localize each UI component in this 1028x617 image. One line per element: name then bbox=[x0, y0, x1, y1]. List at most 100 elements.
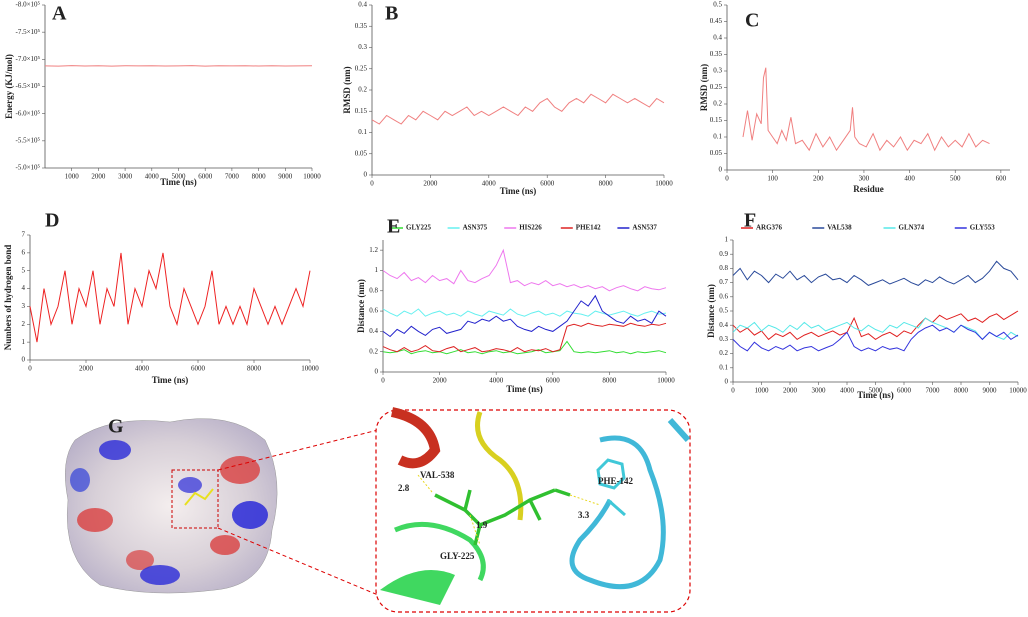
x-tick-label: 8000 bbox=[954, 387, 969, 395]
y-tick-label: 0.45 bbox=[710, 17, 723, 25]
y-tick-label: 0.1 bbox=[713, 133, 722, 141]
x-tick-label: 2000 bbox=[423, 180, 438, 188]
distance-label: 3.3 bbox=[578, 510, 590, 520]
y-tick-label: 0.4 bbox=[358, 1, 367, 9]
x-tick-label: 8000 bbox=[252, 173, 267, 181]
y-tick-label: 0.15 bbox=[355, 107, 368, 115]
x-tick-label: 0 bbox=[725, 175, 729, 183]
x-tick-label: 4000 bbox=[840, 387, 855, 395]
x-tick-label: 7000 bbox=[926, 387, 941, 395]
x-axis-label: Time (ns) bbox=[857, 390, 894, 400]
x-tick-label: 8000 bbox=[247, 365, 262, 373]
x-tick-label: 4000 bbox=[145, 173, 160, 181]
y-tick-label: 0 bbox=[725, 378, 729, 386]
y-tick-label: 2 bbox=[22, 320, 26, 328]
data-line bbox=[382, 340, 667, 355]
x-tick-label: 6000 bbox=[540, 180, 555, 188]
y-tick-label: 3 bbox=[22, 302, 26, 310]
x-tick-label: 6000 bbox=[897, 387, 912, 395]
y-tick-label: 0.35 bbox=[710, 50, 723, 58]
y-tick-label: 0.5 bbox=[719, 307, 728, 315]
x-tick-label: 0 bbox=[28, 365, 32, 373]
data-line bbox=[371, 93, 665, 125]
legend-label: VAL538 bbox=[827, 224, 852, 232]
y-axis-label: Distance (nm) bbox=[356, 279, 366, 333]
y-tick-label: 1 bbox=[725, 236, 729, 244]
y-tick-label: 0.2 bbox=[369, 347, 378, 355]
x-tick-label: 500 bbox=[950, 175, 961, 183]
x-tick-label: 5000 bbox=[869, 387, 884, 395]
y-tick-label: 0.4 bbox=[719, 321, 728, 329]
y-tick-label: -5.5×10⁵ bbox=[16, 136, 41, 144]
y-tick-label: -8.0×10⁵ bbox=[16, 1, 41, 9]
y-tick-label: 0.4 bbox=[713, 34, 722, 42]
x-tick-label: 2000 bbox=[433, 377, 448, 385]
y-tick-label: 0.1 bbox=[719, 363, 728, 371]
x-tick-label: 3000 bbox=[812, 387, 827, 395]
y-tick-label: 0.35 bbox=[355, 22, 368, 30]
y-tick-label: 0.3 bbox=[358, 43, 367, 51]
x-tick-label: 10000 bbox=[655, 180, 673, 188]
panel-letter: E bbox=[387, 216, 400, 238]
y-axis-label: Numbers of hydrogen bond bbox=[3, 245, 13, 351]
x-tick-label: 8000 bbox=[599, 180, 614, 188]
y-tick-label: 0.25 bbox=[355, 64, 368, 72]
x-tick-label: 6000 bbox=[191, 365, 206, 373]
y-tick-label: 0.6 bbox=[719, 292, 728, 300]
legend-label: GLY553 bbox=[970, 224, 996, 232]
x-axis-label: Residue bbox=[853, 184, 884, 194]
legend-label: ARG376 bbox=[756, 224, 783, 232]
y-tick-label: 0.8 bbox=[369, 286, 378, 294]
y-axis-label: Distance (nm) bbox=[706, 284, 716, 338]
panel-letter: D bbox=[45, 210, 59, 232]
y-tick-label: 0.2 bbox=[719, 349, 728, 357]
legend-label: PHE142 bbox=[576, 224, 601, 232]
x-tick-label: 200 bbox=[813, 175, 824, 183]
data-line bbox=[382, 248, 667, 292]
zoom-line bbox=[217, 527, 379, 596]
x-axis-label: Time (ns) bbox=[500, 186, 537, 196]
legend-label: GLN374 bbox=[899, 224, 925, 232]
y-tick-label: -7.5×10⁵ bbox=[16, 28, 41, 36]
y-tick-label: 0.3 bbox=[713, 67, 722, 75]
x-tick-label: 4000 bbox=[482, 180, 497, 188]
y-tick-label: 1 bbox=[375, 266, 379, 274]
legend-label: GLY225 bbox=[406, 224, 432, 232]
binding-site-view bbox=[375, 407, 691, 613]
data-line bbox=[732, 324, 1019, 352]
distance-label: 1.9 bbox=[476, 520, 488, 530]
x-axis-label: Time (ns) bbox=[160, 177, 197, 187]
legend-label: HIS226 bbox=[519, 224, 542, 232]
y-tick-label: 7 bbox=[22, 231, 26, 239]
y-tick-label: 4 bbox=[22, 284, 26, 292]
data-line bbox=[29, 252, 311, 343]
residue-label: VAL-538 bbox=[420, 470, 455, 480]
data-line bbox=[732, 310, 1019, 341]
y-tick-label: 0 bbox=[22, 356, 26, 364]
y-tick-label: 0.8 bbox=[719, 264, 728, 272]
y-tick-label: 0.15 bbox=[710, 116, 723, 124]
legend-label: ASN375 bbox=[463, 224, 488, 232]
y-tick-label: 0.3 bbox=[719, 335, 728, 343]
x-tick-label: 6000 bbox=[546, 377, 561, 385]
x-tick-label: 0 bbox=[381, 377, 385, 385]
y-tick-label: -5.0×10⁵ bbox=[16, 164, 41, 172]
data-line bbox=[732, 260, 1019, 286]
x-tick-label: 3000 bbox=[118, 173, 133, 181]
x-tick-label: 600 bbox=[996, 175, 1007, 183]
y-tick-label: 0.4 bbox=[369, 327, 378, 335]
y-tick-label: 6 bbox=[22, 248, 26, 256]
y-tick-label: 0.7 bbox=[719, 278, 728, 286]
y-tick-label: 5 bbox=[22, 266, 26, 274]
x-tick-label: 1000 bbox=[65, 173, 80, 181]
x-tick-label: 2000 bbox=[783, 387, 798, 395]
x-tick-label: 2000 bbox=[79, 365, 94, 373]
y-tick-label: 0.05 bbox=[710, 149, 723, 157]
y-tick-label: 0.5 bbox=[713, 1, 722, 9]
x-tick-label: 2000 bbox=[91, 173, 106, 181]
data-line bbox=[742, 67, 990, 152]
y-tick-label: 1 bbox=[22, 338, 26, 346]
y-tick-label: 0 bbox=[719, 166, 723, 174]
x-tick-label: 4000 bbox=[135, 365, 150, 373]
x-tick-label: 1000 bbox=[755, 387, 770, 395]
